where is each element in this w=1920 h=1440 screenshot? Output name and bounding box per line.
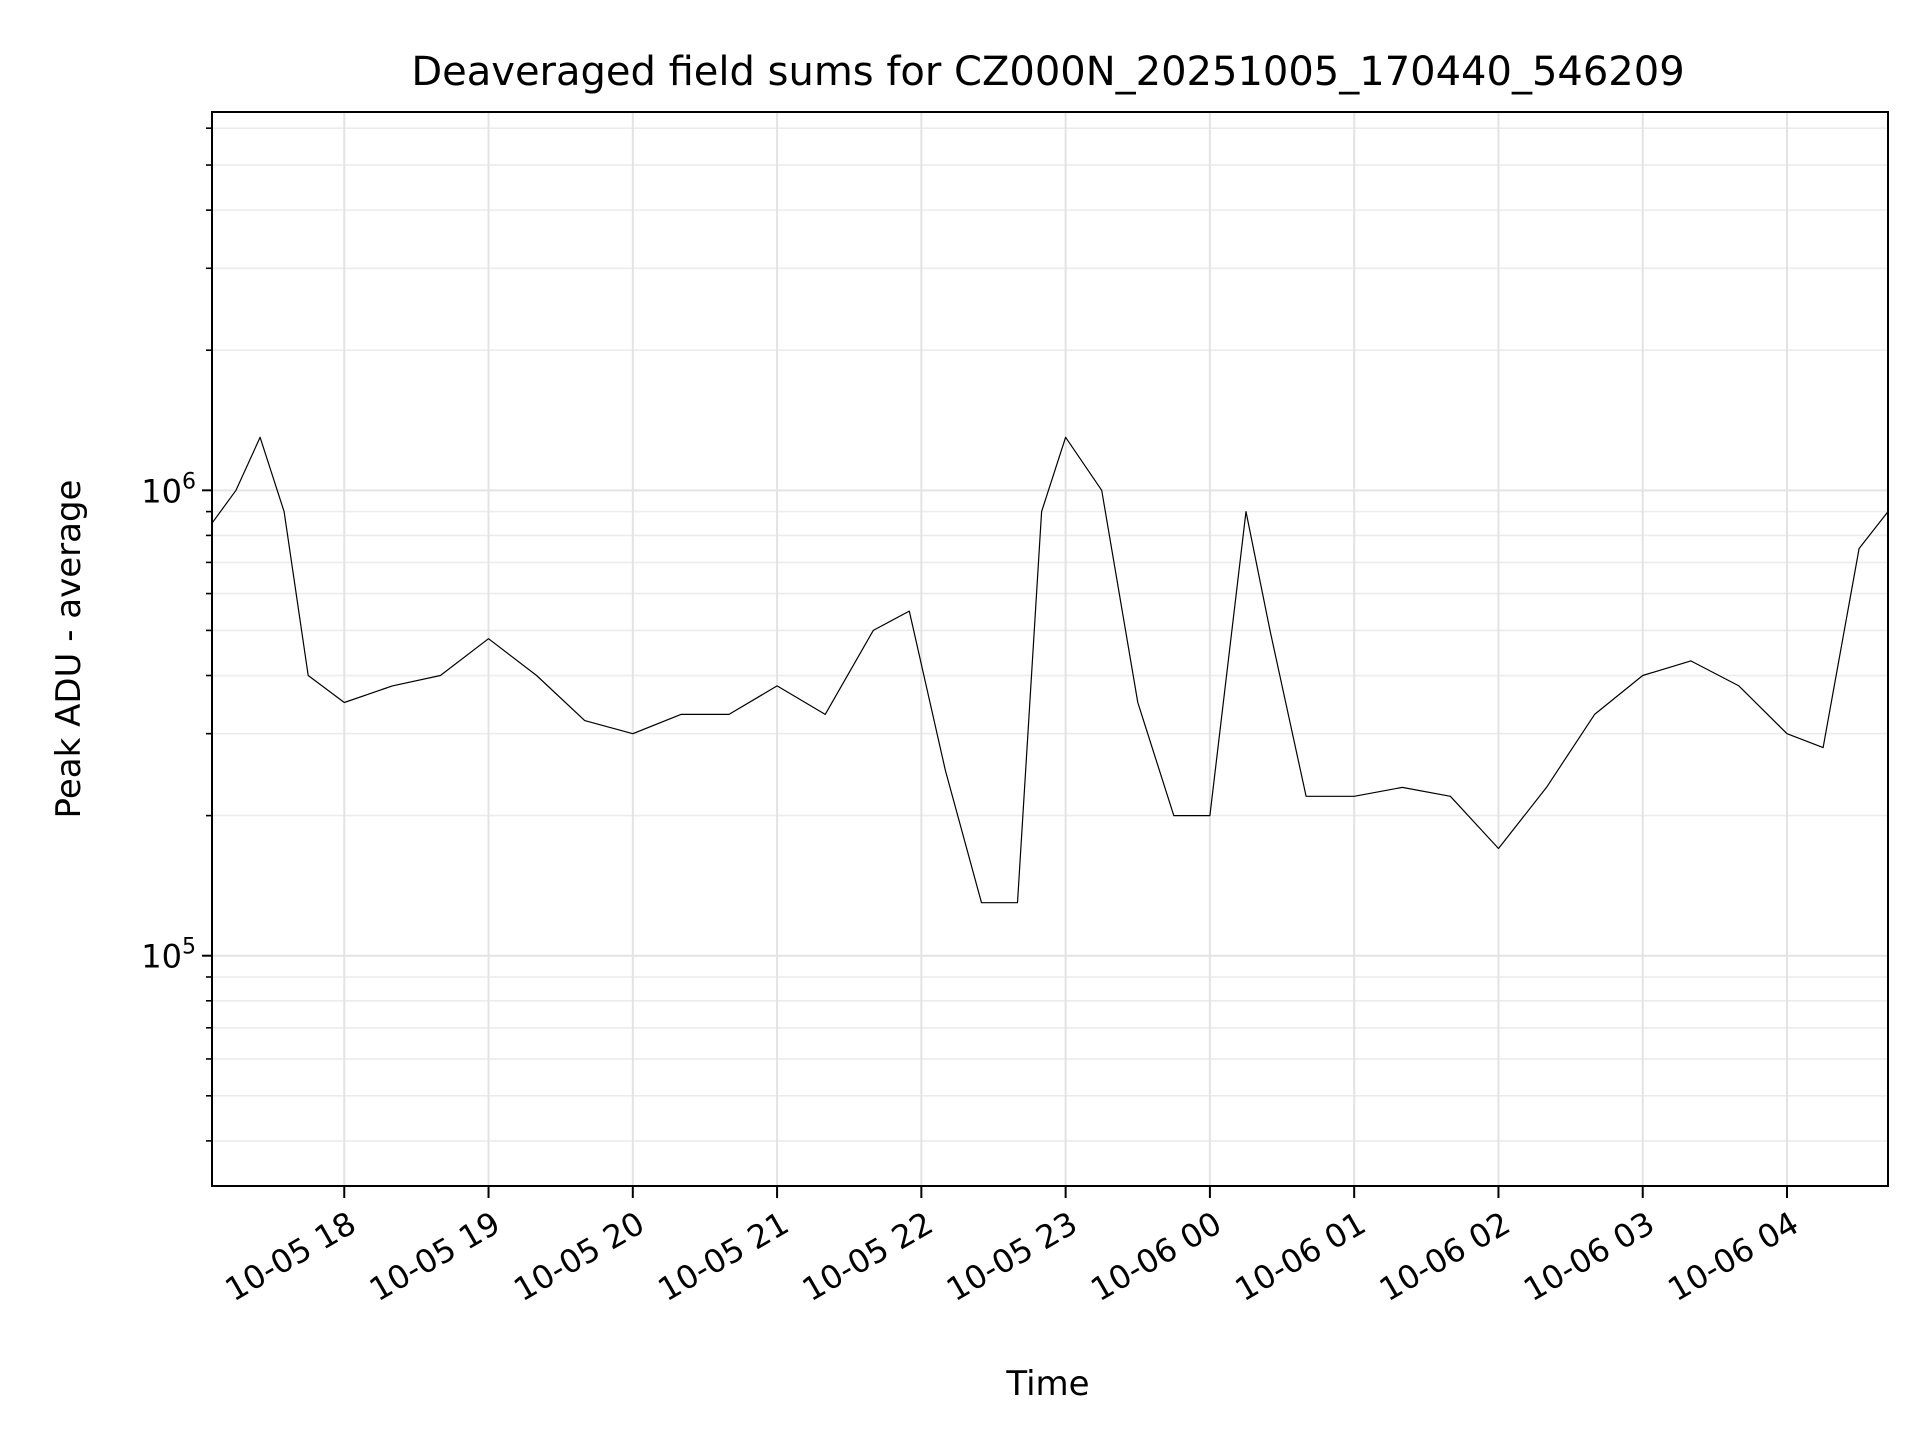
- plot-frame: [211, 111, 1889, 1187]
- y-tick-label: 105: [141, 935, 196, 976]
- y-tick-label: 106: [141, 469, 196, 510]
- series-line: [211, 436, 1889, 904]
- chart-title: Deaveraged field sums for CZ000N_2025100…: [411, 49, 1684, 95]
- grid: [212, 112, 1888, 1186]
- x-axis-label: Time: [1005, 1364, 1089, 1404]
- y-axis-label: Peak ADU - average: [49, 480, 89, 819]
